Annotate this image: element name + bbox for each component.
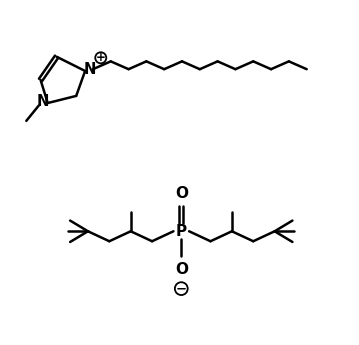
Text: N: N xyxy=(36,94,48,109)
Text: P: P xyxy=(176,224,187,239)
Text: +: + xyxy=(96,51,106,64)
Text: −: − xyxy=(176,282,187,295)
Text: N: N xyxy=(83,62,95,77)
Text: O: O xyxy=(175,262,188,277)
Text: O: O xyxy=(175,186,188,201)
